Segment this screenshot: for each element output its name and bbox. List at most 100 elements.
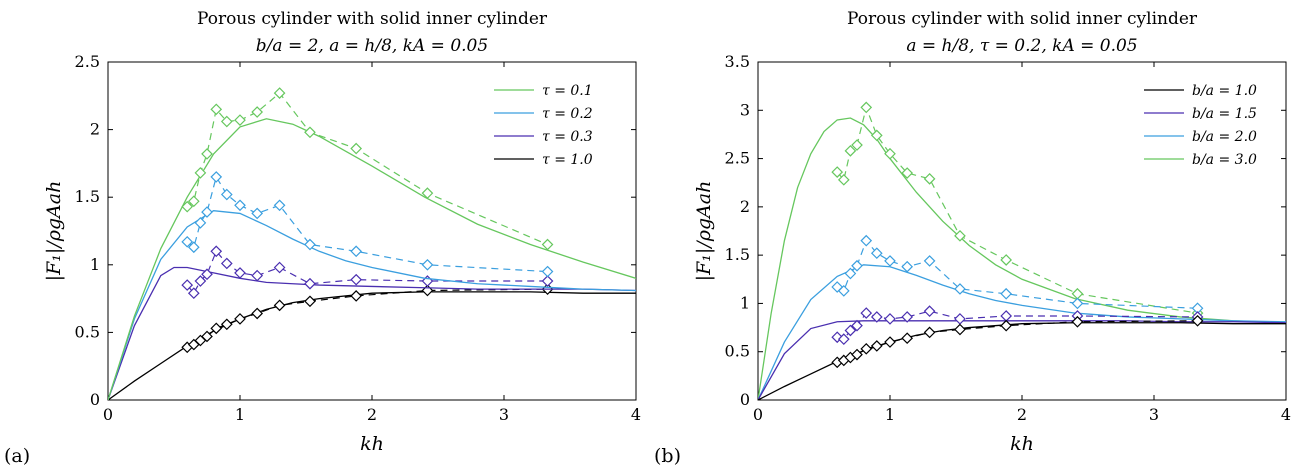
- data-point: [923, 173, 936, 185]
- data-point: [1071, 297, 1084, 310]
- data-point: [884, 255, 896, 267]
- legend-label: b/a = 2.0: [1192, 129, 1257, 145]
- data-point: [201, 148, 213, 160]
- data-point: [181, 279, 194, 291]
- data-point: [350, 290, 363, 302]
- data-point: [860, 342, 873, 355]
- legend-label: b/a = 1.5: [1192, 106, 1257, 122]
- x-tick-label: 4: [1281, 405, 1291, 424]
- data-point: [954, 283, 966, 295]
- data-point: [421, 187, 434, 199]
- theory-line: [108, 118, 636, 400]
- data-point: [350, 142, 363, 155]
- x-tick-label: 0: [103, 405, 113, 424]
- legend-label: b/a = 3.0: [1192, 152, 1257, 168]
- y-tick-label: 2.5: [725, 149, 750, 168]
- panel-label: (a): [4, 445, 30, 467]
- y-tick-label: 2: [90, 120, 100, 139]
- data-point: [251, 269, 264, 282]
- data-point: [884, 336, 896, 348]
- experiment-line: [836, 239, 1198, 309]
- data-point: [923, 255, 936, 267]
- experiment-line: [186, 175, 548, 273]
- data-point: [251, 207, 264, 220]
- data-point: [1000, 319, 1013, 332]
- data-point: [201, 330, 213, 343]
- data-point: [923, 326, 936, 339]
- data-point: [860, 234, 873, 247]
- legend-label: τ = 0.3: [542, 129, 593, 145]
- data-point: [194, 167, 207, 179]
- data-point: [210, 245, 223, 258]
- y-tick-label: 2.5: [75, 52, 100, 71]
- data-point: [201, 206, 213, 218]
- data-point: [181, 200, 194, 213]
- y-tick-label: 1: [740, 293, 750, 312]
- y-tick-label: 0.5: [725, 342, 750, 361]
- x-tick-label: 4: [631, 405, 641, 424]
- data-point: [273, 199, 286, 212]
- x-tick-label: 3: [1149, 405, 1159, 424]
- data-point: [851, 139, 863, 151]
- data-point: [851, 319, 863, 332]
- theory-line: [758, 320, 1286, 400]
- data-point: [844, 144, 857, 157]
- y-tick-label: 1.5: [75, 187, 100, 206]
- data-point: [1000, 310, 1013, 322]
- theory-line: [758, 322, 1286, 400]
- data-point: [844, 267, 857, 280]
- legend-label: τ = 0.2: [542, 106, 593, 122]
- y-tick-label: 1: [90, 255, 100, 274]
- data-point: [234, 313, 246, 325]
- x-tick-label: 1: [885, 405, 895, 424]
- x-tick-label: 1: [235, 405, 245, 424]
- data-point: [837, 173, 850, 186]
- data-point: [220, 188, 233, 201]
- data-point: [1000, 254, 1013, 266]
- data-point: [954, 229, 966, 242]
- data-point: [234, 267, 246, 279]
- chart-title-line2: b/a = 2, a = h/8, kA = 0.05: [256, 36, 488, 56]
- data-point: [901, 167, 914, 179]
- data-point: [954, 313, 966, 325]
- plot-area: [758, 101, 1286, 400]
- data-point: [1191, 314, 1204, 327]
- data-point: [194, 217, 207, 229]
- data-point: [220, 115, 233, 128]
- y-tick-label: 0.5: [75, 322, 100, 341]
- data-point: [870, 311, 883, 323]
- x-tick-label: 3: [499, 405, 509, 424]
- data-point: [884, 147, 896, 160]
- data-point: [901, 260, 914, 273]
- experiment-line: [836, 105, 1198, 314]
- chart-title-line2: a = h/8, τ = 0.2, kA = 0.05: [906, 36, 1137, 56]
- data-point: [273, 87, 286, 99]
- data-point: [541, 275, 554, 287]
- panel-label: (b): [654, 445, 681, 467]
- data-point: [884, 313, 896, 325]
- theory-line: [108, 291, 636, 400]
- data-point: [234, 199, 246, 212]
- chart-svg-b: Porous cylinder with solid inner cylinde…: [654, 9, 1291, 467]
- chart-title-line1: Porous cylinder with solid inner cylinde…: [847, 9, 1198, 29]
- data-point: [1071, 315, 1084, 328]
- data-point: [860, 101, 873, 114]
- x-axis-label: kh: [360, 433, 384, 455]
- data-point: [304, 238, 316, 251]
- data-point: [1000, 287, 1013, 300]
- chart-panel-a: Porous cylinder with solid inner cylinde…: [4, 9, 641, 467]
- y-tick-label: 0: [740, 390, 750, 409]
- legend-label: τ = 1.0: [542, 152, 593, 168]
- chart-panel-b: Porous cylinder with solid inner cylinde…: [650, 0, 1297, 470]
- data-point: [541, 265, 554, 278]
- theory-line: [108, 266, 636, 400]
- data-point: [870, 129, 883, 142]
- y-tick-label: 3.5: [725, 52, 750, 71]
- data-point: [304, 126, 316, 139]
- data-point: [901, 332, 914, 345]
- data-point: [251, 307, 264, 320]
- data-point: [210, 322, 223, 335]
- data-point: [837, 285, 850, 297]
- plot-area: [108, 87, 636, 400]
- x-tick-label: 0: [753, 405, 763, 424]
